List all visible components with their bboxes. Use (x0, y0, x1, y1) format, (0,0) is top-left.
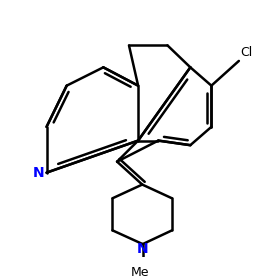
Text: Me: Me (131, 266, 149, 279)
Text: Cl: Cl (241, 46, 253, 59)
Text: N: N (33, 166, 45, 180)
Text: N: N (137, 242, 148, 256)
